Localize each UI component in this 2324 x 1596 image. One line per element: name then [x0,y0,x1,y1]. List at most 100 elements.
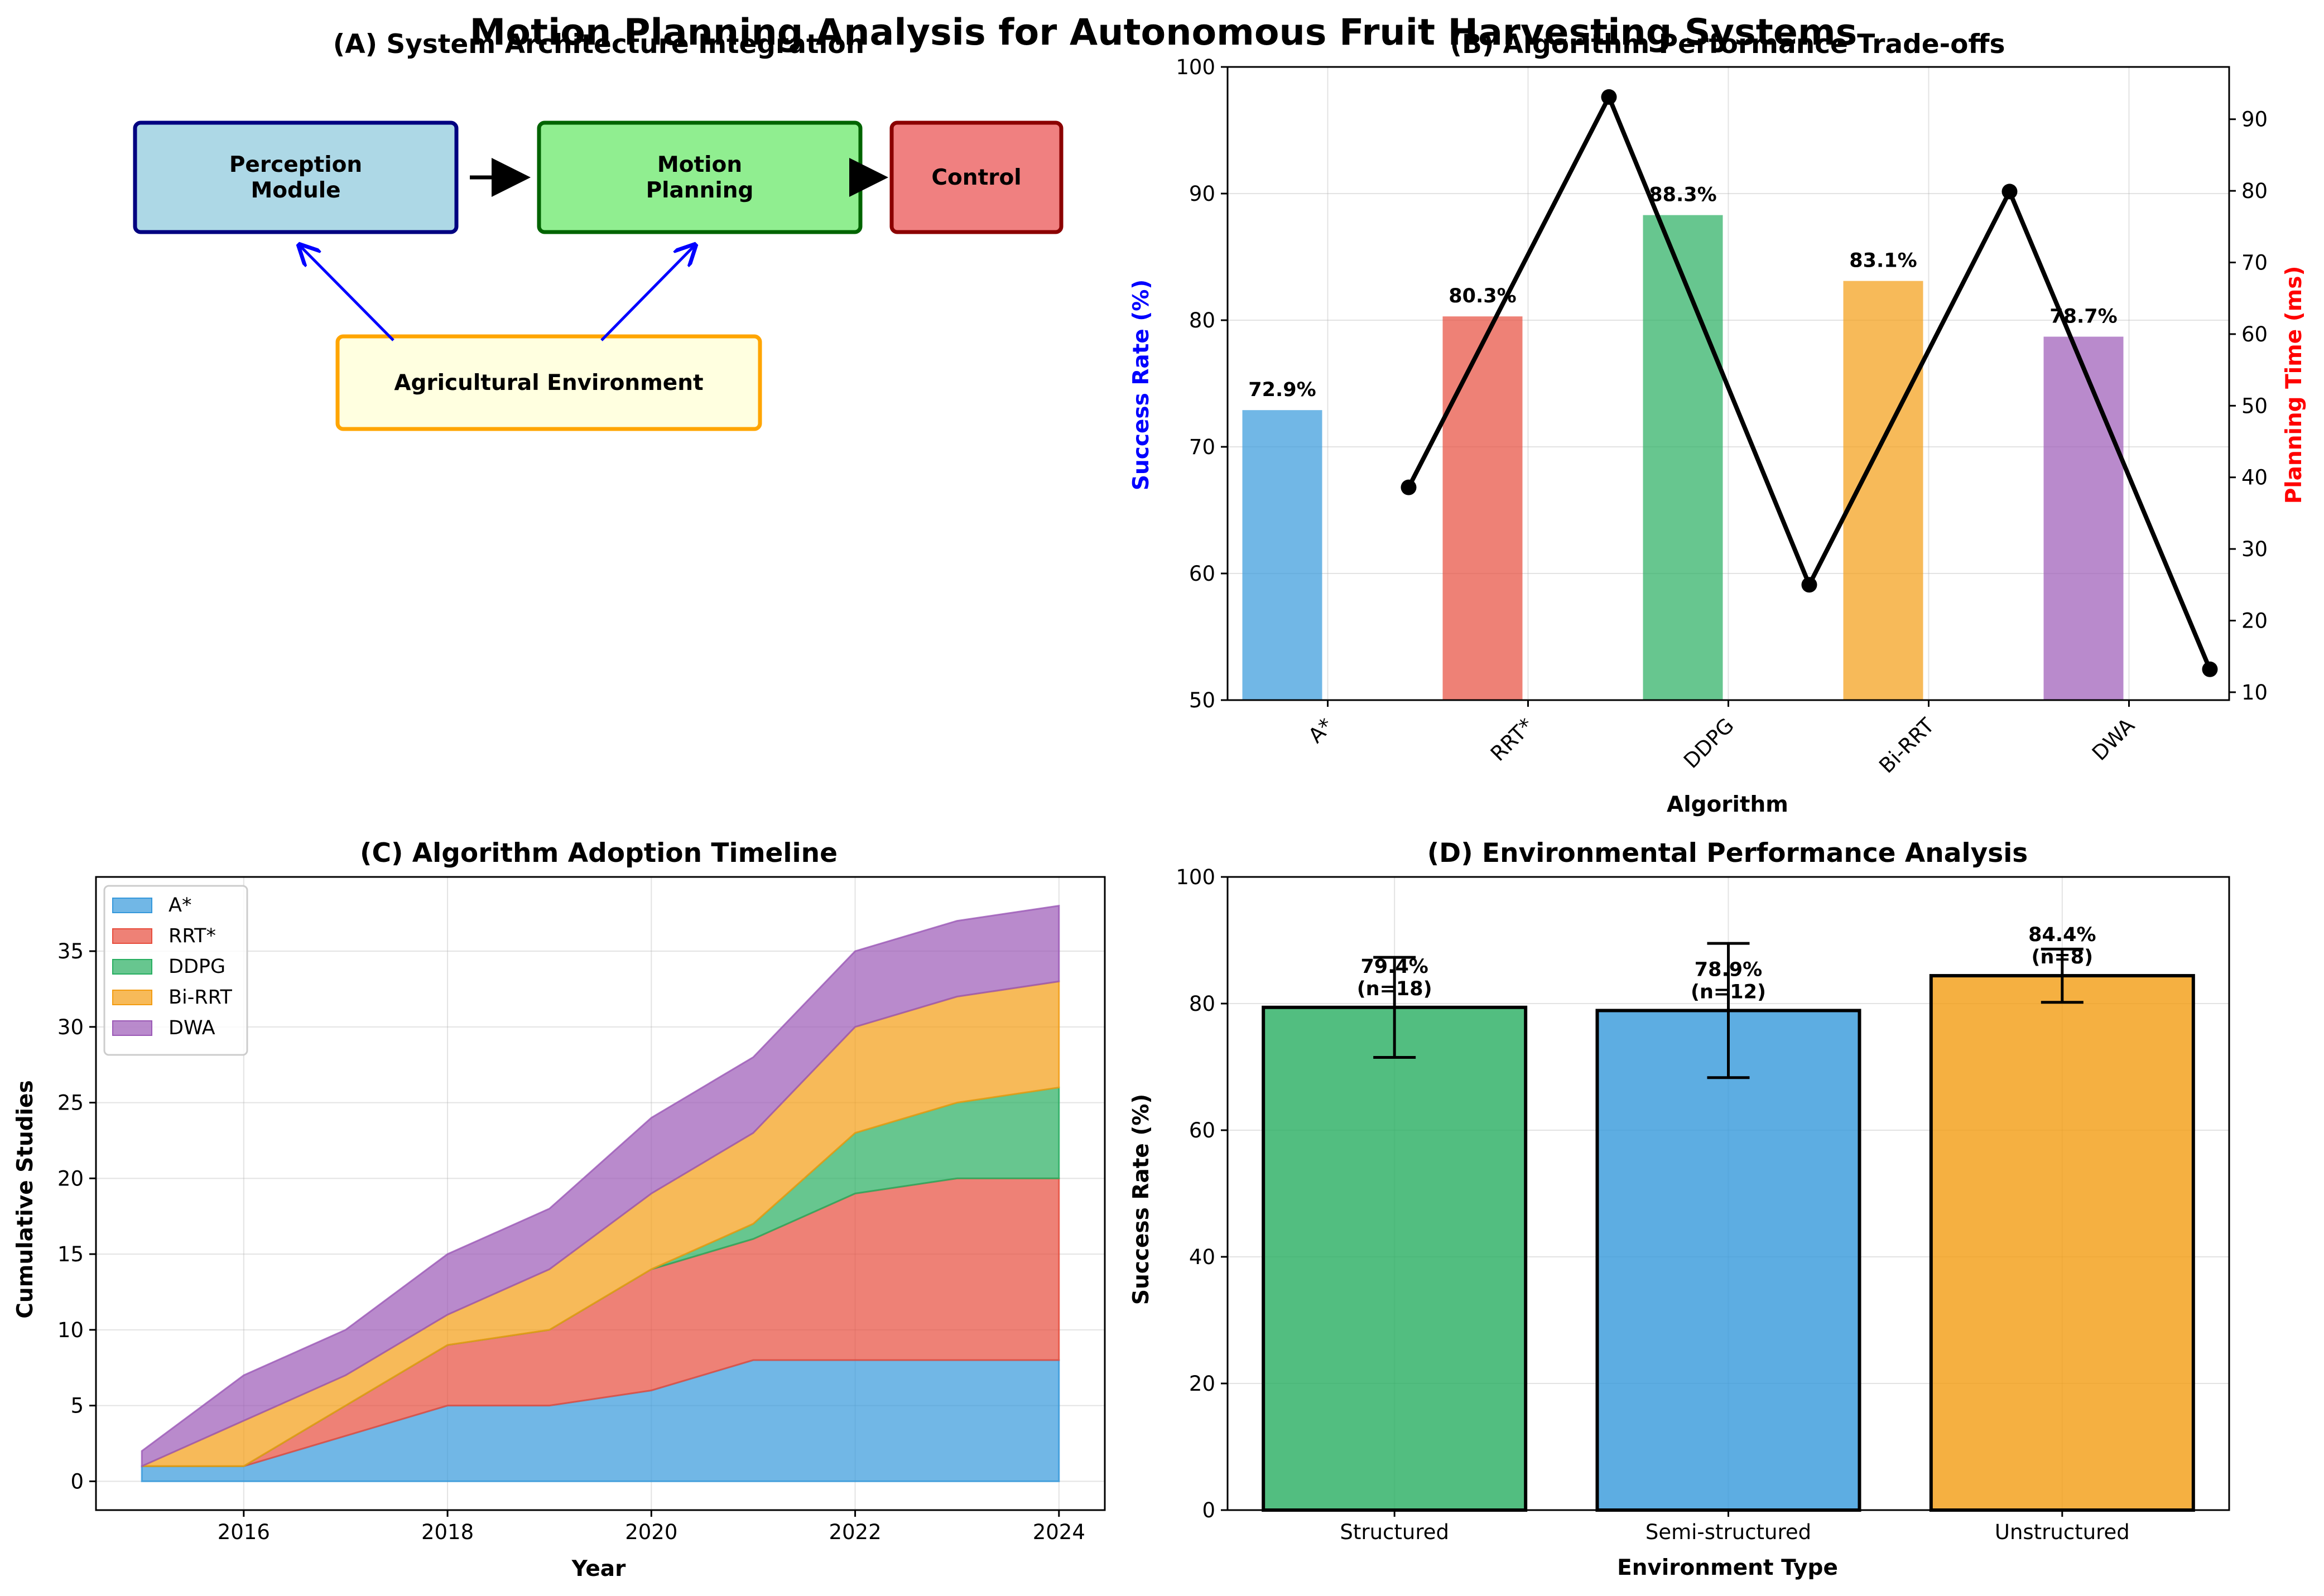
bar-success-1 [1442,316,1523,700]
y2tick-label: 10 [2241,681,2268,705]
box-control [889,120,1064,234]
xtick-label: DWA [2087,713,2139,765]
y2tick-label: 70 [2241,251,2268,275]
panel-d-xlabel: Environment Type [1617,1555,1838,1580]
bar-success-4 [2043,336,2124,700]
bar-environment-0 [1262,1005,1528,1512]
figure-suptitle: Motion Planning Analysis for Autonomous … [470,12,1858,54]
legend-swatch [112,959,152,975]
ytick-label: 30 [57,1015,84,1039]
xtick-label: DDPG [1679,713,1739,773]
bar-value-label: 84.4% (n=8) [2028,924,2096,968]
legend-label: RRT* [169,925,216,947]
planning-time-point [1401,479,1417,495]
ytick-label: 70 [1189,435,1215,459]
legend-label: Bi-RRT [169,986,232,1009]
ytick-label: 100 [1176,865,1215,889]
panel-b-performance-chart: (B) Algorithm Performance Trade-offs 72.… [1129,29,2307,817]
y2tick-label: 20 [2241,609,2268,633]
xtick-label: Bi-RRT [1874,713,1939,778]
legend-label: DWA [169,1017,215,1039]
bar-environment-1 [1595,1009,1861,1512]
panel-a-title: (A) System Architecture Integration [333,29,865,60]
y2tick-label: 50 [2241,394,2268,418]
ytick-label: 60 [1189,562,1215,586]
panel-b-xlabel: Algorithm [1667,792,1788,817]
box-environment [335,334,762,431]
bar-environment-2 [1929,974,2195,1512]
arrow-env-to-motion [600,245,695,341]
xtick-label: 2016 [218,1520,270,1544]
area-dwa [141,904,1060,1468]
bar-value-label: 88.3% [1649,184,1716,206]
planning-time-point [1601,89,1617,105]
bar-success-2 [1643,215,1723,701]
legend-swatch [112,928,152,944]
panel-d-environment-chart: (D) Environmental Performance Analysis 7… [1129,838,2230,1580]
ytick-label: 15 [57,1242,84,1266]
legend-box [103,885,248,1056]
legend-swatch [112,990,152,1005]
bar-success-0 [1242,410,1322,700]
bar-value-label: 78.9% (n=12) [1691,958,1766,1003]
panel-a-architecture: (A) System Architecture Integration Perc… [133,29,1064,431]
bar-value-label: 79.4% (n=18) [1357,956,1432,1000]
xtick-label: 2022 [829,1520,881,1544]
bar-value-label: 72.9% [1248,379,1316,401]
ytick-label: 100 [1176,55,1215,79]
y2tick-label: 40 [2241,466,2268,490]
panel-c-frame [95,876,1106,1511]
ytick-label: 5 [70,1394,84,1418]
xtick-label: A* [1303,713,1337,748]
xtick-label: Unstructured [1995,1520,2130,1544]
xtick-label: RRT* [1486,713,1538,766]
y2tick-label: 90 [2241,108,2268,132]
ytick-label: 40 [1189,1245,1215,1269]
ytick-label: 20 [57,1166,84,1190]
panel-c-xlabel: Year [571,1556,626,1581]
xtick-label: Structured [1340,1520,1449,1544]
ytick-label: 80 [1189,308,1215,332]
ytick-label: 80 [1189,992,1215,1016]
panel-c-ylabel: Cumulative Studies [13,1080,38,1318]
ytick-label: 35 [57,939,84,963]
planning-time-point [2001,184,2018,200]
xtick-label: 2024 [1033,1520,1085,1544]
panel-b-ylabel: Success Rate (%) [1129,279,1154,490]
panel-c-title: (C) Algorithm Adoption Timeline [360,838,838,869]
box-perception [133,120,459,234]
panel-d-title: (D) Environmental Performance Analysis [1427,838,2028,869]
ytick-label: 25 [57,1091,84,1115]
legend-label: A* [169,894,191,917]
box-environment-label: Agricultural Environment [394,370,703,396]
panel-c-adoption-chart: (C) Algorithm Adoption Timeline 0 5 10 15 20… [13,838,1106,1581]
panel-d-ylabel: Success Rate (%) [1129,1094,1154,1305]
legend-label: DDPG [169,956,225,978]
ytick-label: 0 [70,1469,84,1493]
legend-swatch [112,898,152,913]
panel-b-title: (B) Algorithm Performance Trade-offs [1450,29,2005,60]
ytick-label: 0 [1202,1498,1215,1522]
bar-value-label: 83.1% [1849,250,1917,272]
box-motion-label: Motion Planning [646,152,754,203]
box-perception-label: Perception Module [229,152,362,203]
xtick-label: 2020 [625,1520,677,1544]
ytick-label: 90 [1189,182,1215,206]
ytick-label: 60 [1189,1118,1215,1142]
xtick-label: Semi-structured [1645,1520,1811,1544]
legend-swatch [112,1020,152,1036]
ytick-label: 20 [1189,1372,1215,1396]
panel-b-y2label: Planning Time (ms) [2282,266,2307,504]
ytick-label: 50 [1189,688,1215,712]
y2tick-label: 60 [2241,322,2268,346]
y2tick-label: 30 [2241,537,2268,561]
box-motion [537,120,863,234]
ytick-label: 10 [57,1318,84,1342]
y2tick-label: 80 [2241,179,2268,203]
planning-time-point [2202,661,2218,677]
xtick-label: 2018 [421,1520,474,1544]
planning-time-point [1801,577,1817,593]
arrow-env-to-perception [300,245,394,341]
box-control-label: Control [931,165,1021,190]
